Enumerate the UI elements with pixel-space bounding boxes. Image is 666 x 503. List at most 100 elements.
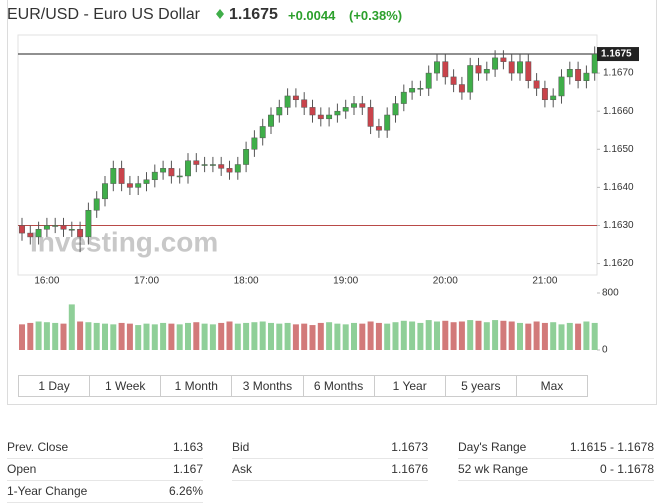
candle-body bbox=[19, 225, 25, 234]
range-tab[interactable]: 1 Day bbox=[19, 376, 91, 396]
volume-bar bbox=[143, 323, 150, 350]
volume-bar bbox=[226, 321, 233, 350]
volume-bar bbox=[168, 323, 175, 350]
stat-label: Bid bbox=[232, 440, 250, 454]
volume-bar bbox=[483, 322, 490, 350]
candle-body bbox=[359, 103, 366, 108]
candle-body bbox=[367, 107, 374, 127]
candle-body bbox=[27, 232, 34, 238]
candle-body bbox=[151, 171, 158, 181]
candle-body bbox=[193, 160, 200, 165]
range-tab[interactable]: 1 Week bbox=[90, 376, 162, 396]
volume-bar bbox=[243, 322, 250, 350]
volume-bar bbox=[425, 320, 432, 350]
volume-bar bbox=[201, 323, 208, 350]
instrument-title: EUR/USD - Euro US Dollar bbox=[7, 6, 200, 23]
candle-body bbox=[292, 95, 299, 101]
volume-bar bbox=[185, 322, 191, 350]
volume-bar bbox=[575, 323, 582, 350]
range-tab[interactable]: 3 Months bbox=[232, 376, 304, 396]
volume-bar bbox=[508, 321, 515, 350]
range-tab[interactable]: 6 Months bbox=[304, 376, 375, 396]
volume-bar bbox=[301, 323, 308, 350]
stat-value: 1.163 bbox=[172, 440, 203, 454]
volume-bar bbox=[434, 321, 440, 350]
range-tab[interactable]: 1 Month bbox=[161, 376, 233, 396]
volume-bar bbox=[342, 324, 349, 350]
stats-column: Bid 1.1673 Ask 1.1676 bbox=[232, 437, 428, 481]
volume-bar bbox=[218, 322, 225, 350]
candle-body bbox=[226, 168, 233, 173]
volume-bar bbox=[392, 322, 399, 350]
volume-bar bbox=[251, 322, 258, 350]
x-tick-label: 21:00 bbox=[532, 276, 557, 287]
candle-body bbox=[417, 88, 424, 90]
range-tab[interactable]: 5 years bbox=[446, 376, 517, 396]
candle-body bbox=[591, 53, 598, 74]
candle-body bbox=[251, 137, 258, 150]
volume-bar bbox=[52, 322, 59, 350]
candle-body bbox=[218, 164, 225, 169]
volume-bar bbox=[492, 320, 499, 350]
volume-bar bbox=[19, 324, 25, 350]
volume-bar bbox=[525, 323, 532, 350]
volume-bar bbox=[384, 323, 391, 350]
candle-body bbox=[143, 179, 150, 184]
chart: Investing.com 1.1620 1.1630 1.1640 1.1650 1.… bbox=[17, 34, 639, 356]
volume-bar bbox=[558, 324, 565, 350]
candle-body bbox=[384, 114, 391, 131]
stats-row: Open 1.167 bbox=[7, 459, 203, 481]
candle-body bbox=[309, 107, 316, 116]
candle-body bbox=[243, 149, 250, 165]
volume-bar bbox=[292, 324, 299, 350]
volume-bar bbox=[126, 323, 133, 350]
candle-body bbox=[176, 175, 183, 178]
volume-bar bbox=[583, 321, 590, 350]
range-tab[interactable]: Max bbox=[540, 379, 564, 393]
y-tick-label: 1.1640 bbox=[603, 182, 634, 193]
volume-bar bbox=[43, 322, 50, 350]
stats-row: Bid 1.1673 bbox=[232, 437, 428, 459]
volume-bar bbox=[60, 323, 67, 350]
stats-row: Day's Range 1.1615 - 1.1678 bbox=[458, 437, 654, 459]
stat-label: Day's Range bbox=[458, 440, 527, 454]
x-tick-label: 19:00 bbox=[333, 276, 358, 287]
candle-body bbox=[301, 99, 308, 108]
volume-bar bbox=[35, 321, 42, 350]
stats-column: Day's Range 1.1615 - 1.1678 52 wk Range 0 -… bbox=[458, 437, 654, 481]
volume-bar bbox=[118, 322, 125, 350]
candle-body bbox=[168, 168, 175, 177]
candle-body bbox=[118, 168, 125, 184]
stat-value: 0 - 1.1678 bbox=[599, 462, 654, 476]
range-tab[interactable]: 1 Year bbox=[375, 376, 446, 396]
candle-body bbox=[68, 229, 75, 231]
candle-body bbox=[185, 160, 191, 177]
candle-body bbox=[483, 69, 490, 74]
volume-bar bbox=[591, 322, 598, 350]
volume-bar bbox=[93, 322, 100, 350]
stat-value: 1.1615 - 1.1678 bbox=[569, 440, 654, 454]
volume-bar bbox=[517, 322, 523, 350]
stats-row: Ask 1.1676 bbox=[232, 459, 428, 481]
stats-row: 1-Year Change 6.26% bbox=[7, 481, 203, 503]
volume-bar bbox=[68, 304, 75, 350]
candle-body bbox=[583, 72, 590, 81]
candle-body bbox=[558, 76, 565, 97]
candle-body bbox=[375, 126, 382, 131]
stat-value: 1.1673 bbox=[391, 440, 428, 454]
stat-value: 1.1676 bbox=[391, 462, 428, 476]
volume-bar bbox=[375, 322, 382, 350]
volume-bar bbox=[193, 322, 200, 350]
volume-bar bbox=[276, 323, 283, 350]
candle-body bbox=[259, 126, 266, 139]
y-tick-label: 1.1660 bbox=[603, 106, 634, 117]
volume-bar bbox=[351, 322, 357, 350]
candle-body bbox=[160, 168, 167, 173]
volume-bar bbox=[450, 322, 457, 350]
stat-label: 1-Year Change bbox=[7, 484, 88, 498]
volume-bar bbox=[409, 321, 416, 350]
candle-body bbox=[508, 61, 515, 74]
candle-body bbox=[276, 107, 283, 116]
volume-bar bbox=[442, 320, 449, 350]
